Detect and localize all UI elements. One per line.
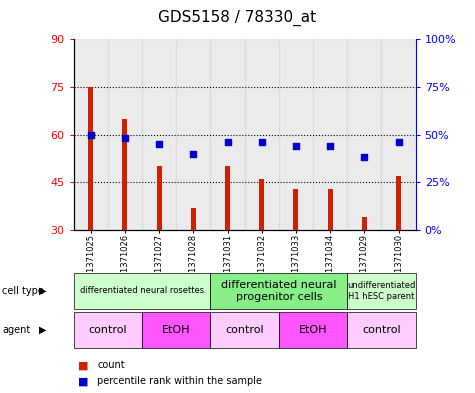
- Text: EtOH: EtOH: [299, 325, 327, 335]
- Text: EtOH: EtOH: [162, 325, 190, 335]
- Text: differentiated neural
progenitor cells: differentiated neural progenitor cells: [221, 280, 337, 301]
- Bar: [108, 39, 142, 230]
- Bar: [88, 87, 93, 230]
- Point: [190, 151, 197, 157]
- Text: cell type: cell type: [2, 286, 44, 296]
- Text: control: control: [88, 325, 127, 335]
- Text: control: control: [225, 325, 264, 335]
- Bar: [191, 208, 196, 230]
- Text: undifferentiated
H1 hESC parent: undifferentiated H1 hESC parent: [347, 281, 416, 301]
- Text: differentiated neural rosettes: differentiated neural rosettes: [80, 286, 204, 295]
- Bar: [210, 39, 245, 230]
- Text: ■: ■: [78, 360, 89, 371]
- Text: agent: agent: [2, 325, 30, 335]
- Bar: [328, 189, 332, 230]
- Text: ▶: ▶: [39, 286, 47, 296]
- Point: [121, 135, 129, 141]
- Bar: [396, 176, 401, 230]
- Point: [224, 139, 231, 145]
- Text: ▶: ▶: [39, 325, 47, 335]
- Bar: [123, 119, 127, 230]
- Text: ■: ■: [78, 376, 89, 386]
- Point: [258, 139, 266, 145]
- Text: GDS5158 / 78330_at: GDS5158 / 78330_at: [159, 10, 316, 26]
- Bar: [313, 39, 347, 230]
- Bar: [381, 39, 416, 230]
- Bar: [279, 39, 313, 230]
- Bar: [347, 39, 381, 230]
- Bar: [225, 166, 230, 230]
- Point: [292, 143, 300, 149]
- Bar: [74, 39, 108, 230]
- Point: [395, 139, 402, 145]
- Bar: [176, 39, 210, 230]
- Point: [155, 141, 163, 147]
- Point: [326, 143, 334, 149]
- Text: count: count: [97, 360, 125, 371]
- Text: percentile rank within the sample: percentile rank within the sample: [97, 376, 262, 386]
- Text: control: control: [362, 325, 401, 335]
- Bar: [142, 39, 176, 230]
- Bar: [259, 179, 264, 230]
- Bar: [245, 39, 279, 230]
- Point: [87, 131, 95, 138]
- Bar: [294, 189, 298, 230]
- Point: [361, 154, 368, 161]
- Bar: [362, 217, 367, 230]
- Bar: [157, 166, 162, 230]
